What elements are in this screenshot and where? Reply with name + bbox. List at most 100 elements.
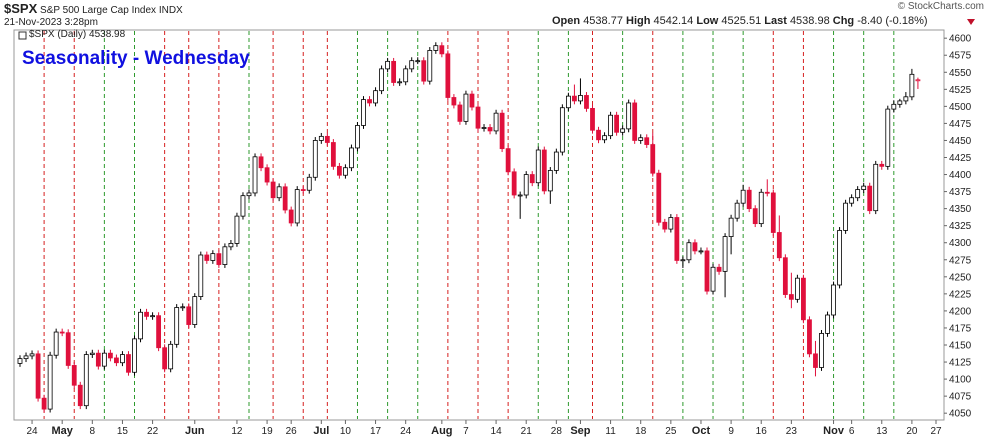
legend-label: $SPX (Daily) xyxy=(29,29,86,40)
candle-body xyxy=(861,185,867,190)
candle-body xyxy=(132,338,137,373)
x-tick-label: 26 xyxy=(286,426,298,437)
header-symbol-line: $SPX S&P 500 Large Cap Index INDX xyxy=(4,1,183,16)
candle-body xyxy=(891,103,897,110)
candle-body xyxy=(222,246,228,265)
y-tick-label: 4500 xyxy=(949,102,972,113)
candle-body xyxy=(361,99,366,126)
candle-body xyxy=(228,243,234,248)
candle-body xyxy=(47,354,53,410)
candle-body xyxy=(873,163,879,212)
candle-body xyxy=(246,192,252,197)
x-tick-label: 17 xyxy=(370,426,382,437)
candle-body xyxy=(427,50,433,82)
candle-body xyxy=(445,53,451,98)
x-tick-label: 25 xyxy=(665,426,677,437)
candle-body xyxy=(770,192,776,233)
candle-body xyxy=(794,277,800,300)
y-tick-label: 4525 xyxy=(949,85,972,96)
candle-body xyxy=(367,99,372,104)
x-tick-label: 16 xyxy=(756,426,768,437)
candle-body xyxy=(397,81,403,84)
y-tick-label: 4425 xyxy=(949,153,972,164)
candle-body xyxy=(813,353,818,368)
y-tick-label: 4100 xyxy=(949,375,972,386)
candle-body xyxy=(150,315,155,318)
candle-body xyxy=(312,140,318,178)
candle-body xyxy=(276,186,282,199)
x-tick-label: 13 xyxy=(876,426,888,437)
candle-body xyxy=(493,112,499,132)
candle-body xyxy=(89,352,95,355)
candle-body xyxy=(825,314,830,334)
candle-body xyxy=(909,73,915,98)
candle-body xyxy=(608,114,613,137)
candle-body xyxy=(487,127,493,132)
y-tick-label: 4075 xyxy=(949,392,972,403)
y-tick-label: 4300 xyxy=(949,238,972,249)
candle-body xyxy=(457,104,463,122)
candle-body xyxy=(138,311,143,340)
candle-body xyxy=(294,189,300,224)
candle-body xyxy=(776,232,782,259)
quote-label: Low xyxy=(696,15,718,27)
quote-value: 4538.77 xyxy=(583,15,623,27)
candle-body xyxy=(584,95,589,109)
candle-body xyxy=(553,151,559,171)
candle-body xyxy=(535,149,541,184)
candle-body xyxy=(114,357,119,364)
candle-body xyxy=(710,266,716,292)
candle-body xyxy=(867,185,873,212)
candle-body xyxy=(300,189,306,191)
candle-body xyxy=(523,174,529,196)
candle-body xyxy=(541,149,547,192)
candle-body xyxy=(198,254,204,297)
candle-body xyxy=(264,167,270,183)
candle-body xyxy=(801,277,806,321)
x-tick-label: Nov xyxy=(823,425,845,437)
candle-body xyxy=(728,217,734,237)
candle-body xyxy=(409,60,415,70)
candle-body xyxy=(234,215,240,244)
candle-body xyxy=(288,209,294,224)
candle-body xyxy=(499,112,505,150)
y-tick-label: 4250 xyxy=(949,272,972,283)
x-tick-label: 12 xyxy=(231,426,243,437)
candle-body xyxy=(752,208,758,225)
candle-body xyxy=(451,97,457,106)
candle-body xyxy=(740,189,746,204)
candle-body xyxy=(35,353,41,399)
x-tick-label: 20 xyxy=(906,426,918,437)
x-tick-label: 7 xyxy=(463,426,469,437)
candle-body xyxy=(204,254,210,261)
x-tick-label: 9 xyxy=(728,426,734,437)
y-tick-label: 4400 xyxy=(949,170,972,181)
y-tick-label: 4275 xyxy=(949,255,972,266)
candle-body xyxy=(638,137,644,141)
candle-body xyxy=(704,250,710,292)
x-tick-label: 27 xyxy=(930,426,942,437)
y-tick-label: 4325 xyxy=(949,221,972,232)
candle-body xyxy=(210,253,216,261)
y-tick-label: 4475 xyxy=(949,119,972,130)
candle-body xyxy=(355,125,360,149)
quote-change: -8.40 (-0.18%) xyxy=(857,15,927,27)
candle-body xyxy=(379,68,384,92)
candle-body xyxy=(843,202,849,231)
index-name: S&P 500 Large Cap Index xyxy=(40,5,156,16)
plot-frame xyxy=(13,29,945,421)
candle-body xyxy=(662,221,668,230)
chart-title: Seasonality - Wednesday xyxy=(22,48,250,69)
candle-body xyxy=(144,311,149,317)
candle-body xyxy=(897,100,903,105)
candle-body xyxy=(481,127,487,129)
candle-body xyxy=(343,167,348,176)
candle-body xyxy=(668,217,674,230)
legend-swatch xyxy=(18,31,27,40)
candle-body xyxy=(764,191,770,194)
candle-body xyxy=(782,257,788,295)
candle-body xyxy=(23,355,29,360)
candle-body xyxy=(511,171,517,196)
candle-body xyxy=(680,259,686,262)
x-tick-label: May xyxy=(51,425,73,437)
